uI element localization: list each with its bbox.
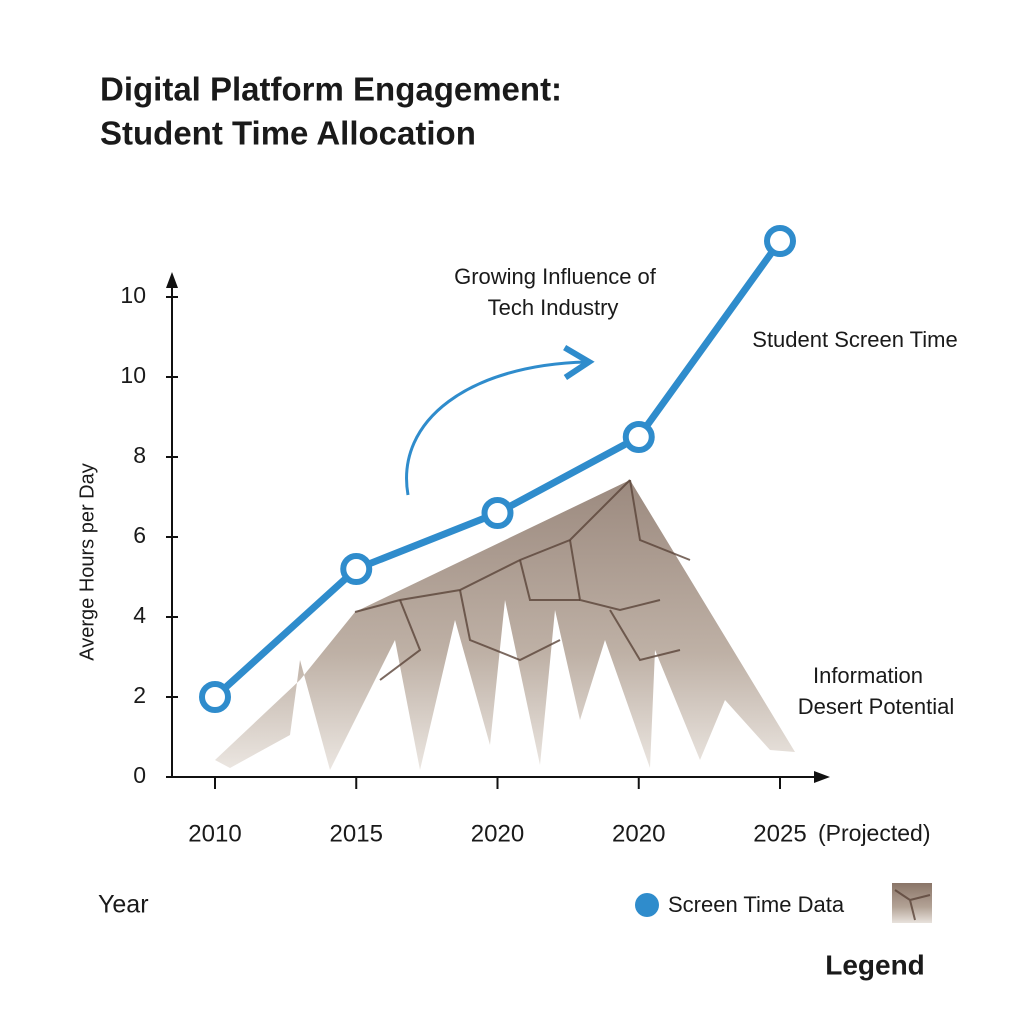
y-tick-label: 0: [133, 762, 146, 788]
x-tick-label: 2015: [330, 820, 383, 847]
x-tick-label: 2010: [188, 820, 241, 847]
y-axis-label: Averge Hours per Day: [76, 463, 98, 661]
annotation: (Projected): [818, 820, 930, 846]
x-axis-arrow: [814, 771, 830, 783]
annotation: Growing Influence of: [454, 264, 657, 289]
desert-area: [215, 479, 795, 770]
legend-label: Screen Time Data: [668, 892, 845, 917]
y-tick-label: 8: [133, 442, 146, 468]
data-point: [199, 681, 231, 713]
data-point: [340, 553, 373, 585]
y-tick-label: 6: [133, 522, 146, 548]
chart-title: Student Time Allocation: [100, 115, 476, 152]
data-point: [764, 225, 796, 257]
y-tick-label: 10: [120, 282, 146, 308]
y-axis-arrow: [166, 272, 178, 288]
y-tick-label: 2: [133, 682, 146, 708]
legend-title: Legend: [825, 949, 925, 980]
x-tick-label: 2025: [753, 820, 806, 847]
annotation: Student Screen Time: [752, 327, 957, 352]
legend-marker: [635, 893, 659, 917]
chart-title: Digital Platform Engagement:: [100, 71, 562, 108]
x-tick-label: 2020: [612, 820, 665, 847]
annotation: Information: [813, 663, 923, 688]
annotation: Desert Potential: [798, 694, 955, 719]
y-tick-label: 4: [133, 602, 146, 628]
x-axis-label: Year: [98, 891, 149, 919]
data-point: [481, 497, 514, 529]
legend-swatch-cracks: [894, 889, 931, 921]
trend-arrow: [405, 344, 595, 496]
y-tick-label: 10: [120, 362, 146, 388]
data-point: [622, 421, 655, 453]
x-tick-label: 2020: [471, 820, 524, 847]
legend-swatch: [892, 883, 932, 923]
annotation: Tech Industry: [488, 295, 619, 320]
